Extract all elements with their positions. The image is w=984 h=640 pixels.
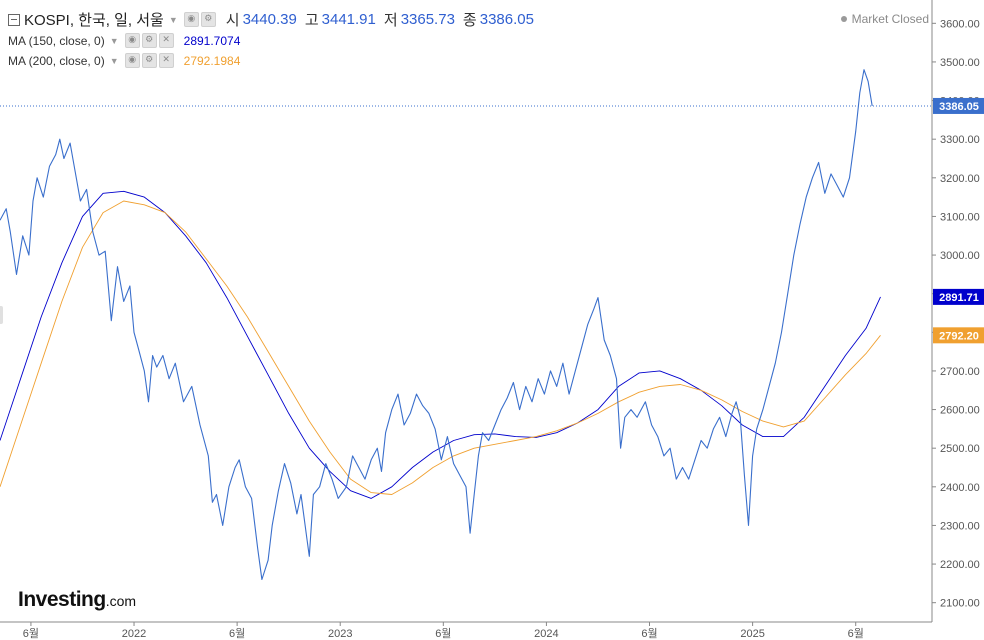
high-value: 3441.91 bbox=[321, 11, 376, 28]
symbol-title: KOSPI, 한국, 일, 서울 bbox=[24, 12, 164, 29]
logo-text: Investing bbox=[18, 588, 106, 611]
investing-logo: Investing.com bbox=[18, 588, 136, 612]
chart-series bbox=[0, 69, 932, 581]
price-tags: 3386.05 2891.71 2792.20 bbox=[933, 97, 984, 344]
market-status-text: Market Closed bbox=[851, 12, 929, 26]
y-tick-label: 3600.00 bbox=[940, 18, 980, 30]
symbol-header: KOSPI, 한국, 일, 서울 ▼ ◉ ⚙ 시 3440.39 고 3441.… bbox=[8, 9, 534, 30]
chevron-down-icon[interactable]: ▼ bbox=[168, 14, 178, 25]
y-tick-label: 2300.00 bbox=[940, 520, 980, 532]
gear-icon[interactable]: ⚙ bbox=[141, 33, 157, 48]
ma200-label: MA (200, close, 0) bbox=[8, 53, 105, 68]
status-dot-icon bbox=[840, 16, 847, 22]
ma150-tag-bg bbox=[933, 288, 984, 305]
indicator-ma200: MA (200, close, 0) ▼ ◉ ⚙ ✕ 2792.1984 bbox=[8, 53, 240, 68]
x-tick-label: 6월 bbox=[848, 627, 864, 640]
ma150-label: MA (150, close, 0) bbox=[8, 33, 105, 48]
open-label: 시 bbox=[225, 12, 240, 29]
chevron-down-icon[interactable]: ▼ bbox=[109, 55, 119, 66]
eye-icon[interactable]: ◉ bbox=[124, 33, 140, 48]
low-value: 3365.73 bbox=[400, 11, 455, 28]
high-label: 고 bbox=[304, 12, 319, 29]
indicator-ma150: MA (150, close, 0) ▼ ◉ ⚙ ✕ 2891.7074 bbox=[8, 33, 240, 48]
ma200-tag-bg bbox=[933, 327, 984, 344]
y-tick-label: 3300.00 bbox=[940, 134, 980, 146]
ma150-line bbox=[0, 190, 881, 499]
pane-resize-handle[interactable] bbox=[0, 306, 3, 324]
x-tick-label: 2024 bbox=[534, 628, 558, 640]
close-value: 3386.05 bbox=[479, 11, 534, 28]
y-tick-label: 3500.00 bbox=[940, 57, 980, 69]
gear-icon[interactable]: ⚙ bbox=[200, 12, 216, 27]
y-tick-label: 2700.00 bbox=[940, 366, 980, 378]
x-tick-label: 2022 bbox=[122, 628, 146, 640]
y-tick-label: 3200.00 bbox=[940, 173, 980, 185]
kospi-price-line bbox=[0, 69, 873, 581]
y-tick-label: 2600.00 bbox=[940, 405, 980, 417]
close-icon[interactable]: ✕ bbox=[158, 33, 174, 48]
ma150-value: 2891.7074 bbox=[183, 33, 241, 48]
ma200-line bbox=[0, 200, 881, 495]
open-value: 3440.39 bbox=[242, 11, 297, 28]
logo-suffix: .com bbox=[105, 593, 137, 609]
y-tick-label: 2500.00 bbox=[940, 443, 980, 455]
y-tick-label: 2400.00 bbox=[940, 482, 980, 494]
x-tick-label: 6월 bbox=[23, 627, 39, 640]
x-tick-label: 6월 bbox=[641, 627, 657, 640]
y-tick-label: 2100.00 bbox=[940, 598, 980, 610]
ma150-tag: 2891.71 bbox=[939, 292, 979, 304]
x-tick-label: 6월 bbox=[229, 627, 245, 640]
close-label: 종 bbox=[462, 12, 477, 29]
y-tick-label: 2200.00 bbox=[940, 559, 980, 571]
eye-icon[interactable]: ◉ bbox=[183, 12, 199, 27]
eye-icon[interactable]: ◉ bbox=[124, 53, 140, 68]
gear-icon[interactable]: ⚙ bbox=[141, 53, 157, 68]
x-tick-label: 2023 bbox=[328, 628, 352, 640]
last-price-tag-bg bbox=[933, 97, 984, 114]
y-tick-label: 3000.00 bbox=[940, 250, 980, 262]
x-tick-label: 2025 bbox=[740, 628, 764, 640]
last-price-tag: 3386.05 bbox=[939, 101, 979, 113]
ma200-tag: 2792.20 bbox=[939, 330, 979, 342]
market-status: Market Closed bbox=[840, 12, 929, 26]
x-tick-label: 6월 bbox=[435, 627, 451, 640]
low-label: 저 bbox=[383, 12, 398, 29]
chevron-down-icon[interactable]: ▼ bbox=[109, 35, 119, 46]
y-tick-label: 3100.00 bbox=[940, 211, 980, 223]
ma200-value: 2792.1984 bbox=[183, 53, 241, 68]
collapse-icon[interactable] bbox=[8, 13, 20, 26]
close-icon[interactable]: ✕ bbox=[158, 53, 174, 68]
